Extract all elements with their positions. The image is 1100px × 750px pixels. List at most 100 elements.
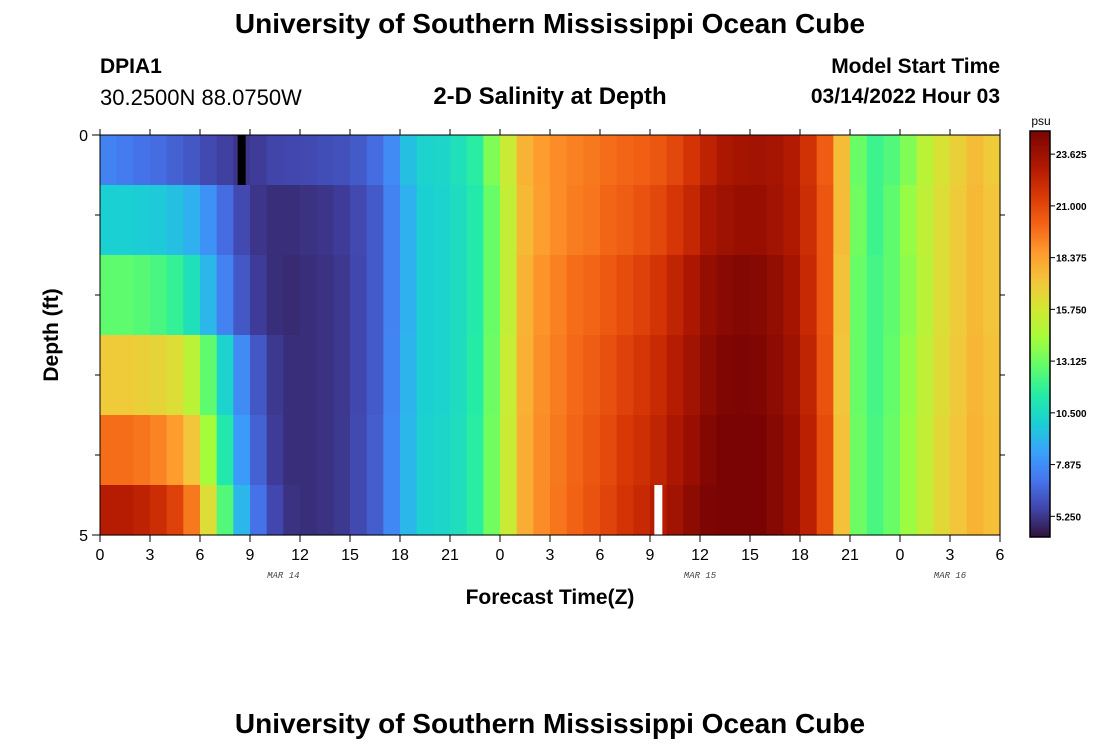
- heatmap-cell: [216, 135, 234, 186]
- x-axis-label: Forecast Time(Z): [466, 586, 635, 609]
- heatmap-cell: [550, 485, 568, 536]
- heatmap-cell: [316, 255, 334, 336]
- heatmap-cell: [133, 335, 151, 416]
- heatmap-cell: [833, 415, 851, 486]
- heatmap-cell: [733, 255, 751, 336]
- colorbar-tick-label: 23.625: [1056, 150, 1087, 161]
- heatmap-cell: [616, 255, 634, 336]
- heatmap-cell: [483, 185, 501, 256]
- heatmap-cell: [133, 415, 151, 486]
- heatmap-cell: [766, 335, 784, 416]
- heatmap-cell: [866, 335, 884, 416]
- heatmap-cell: [183, 255, 201, 336]
- heatmap-cell: [500, 335, 518, 416]
- heatmap-cell: [250, 135, 268, 186]
- heatmap-cell: [250, 255, 268, 336]
- heatmap-cell: [566, 255, 584, 336]
- heatmap-cell: [266, 415, 284, 486]
- heatmap-cell: [500, 415, 518, 486]
- heatmap-cell: [700, 335, 718, 416]
- heatmap-cell: [650, 185, 668, 256]
- heatmap-cell: [866, 485, 884, 536]
- colorbar-tick-label: 21.000: [1056, 202, 1087, 213]
- heatmap-cell: [166, 135, 184, 186]
- heatmap-cell: [166, 485, 184, 536]
- heatmap-cell: [183, 185, 201, 256]
- x-tick-label: 18: [791, 547, 809, 564]
- heatmap-cell: [366, 185, 384, 256]
- heatmap-cell: [866, 185, 884, 256]
- heatmap-cell: [550, 335, 568, 416]
- heatmap-cell: [166, 335, 184, 416]
- heatmap-cell: [233, 185, 251, 256]
- heatmap-cell: [450, 335, 468, 416]
- heatmap-cell: [266, 185, 284, 256]
- heatmap-cell: [966, 185, 984, 256]
- heatmap-cell: [700, 135, 718, 186]
- heatmap-cell: [366, 255, 384, 336]
- heatmap-cell: [200, 135, 218, 186]
- y-tick-label: 0: [79, 128, 88, 145]
- heatmap-cell: [633, 415, 651, 486]
- heatmap-cell: [666, 255, 684, 336]
- heatmap-cell: [800, 335, 818, 416]
- heatmap-cell: [750, 485, 768, 536]
- heatmap-cell: [716, 415, 734, 486]
- heatmap-cell: [300, 135, 318, 186]
- heatmap-cell: [733, 415, 751, 486]
- heatmap-cell: [866, 135, 884, 186]
- heatmap-cell: [133, 255, 151, 336]
- heatmap-cell: [566, 335, 584, 416]
- heatmap-cell: [183, 335, 201, 416]
- heatmap-cell: [366, 485, 384, 536]
- heatmap-cell: [416, 485, 434, 536]
- heatmap-cell: [966, 335, 984, 416]
- heatmap-cell: [800, 255, 818, 336]
- heatmap-cell: [600, 255, 618, 336]
- heatmap-cell: [750, 185, 768, 256]
- heatmap-cell: [400, 335, 418, 416]
- heatmap-cell: [283, 135, 301, 186]
- x-tick-label: 6: [596, 547, 605, 564]
- heatmap-cell: [816, 185, 834, 256]
- heatmap-cell: [750, 335, 768, 416]
- date-label: MAR 14: [267, 571, 299, 581]
- heatmap-cell: [450, 485, 468, 536]
- heatmap-cell: [783, 415, 801, 486]
- plot-title: 2-D Salinity at Depth: [433, 83, 667, 110]
- heatmap-cell: [633, 255, 651, 336]
- heatmap-cell: [500, 185, 518, 256]
- heatmap-cell: [516, 135, 534, 186]
- heatmap-cell: [300, 485, 318, 536]
- heatmap-cell: [166, 415, 184, 486]
- heatmap-cell: [900, 485, 918, 536]
- heatmap-cell: [450, 135, 468, 186]
- heatmap-cell: [783, 135, 801, 186]
- heatmap-cell: [683, 415, 701, 486]
- heatmap-cell: [183, 415, 201, 486]
- x-tick-label: 18: [391, 547, 409, 564]
- colorbar-tick-label: 18.375: [1056, 254, 1087, 265]
- heatmap-cell: [383, 485, 401, 536]
- heatmap-cell: [150, 185, 168, 256]
- heatmap-cell: [150, 335, 168, 416]
- heatmap-cell: [266, 255, 284, 336]
- heatmap-cell: [900, 415, 918, 486]
- heatmap-cell: [116, 185, 134, 256]
- x-tick-label: 6: [196, 547, 205, 564]
- colorbar-gradient: [1029, 130, 1051, 538]
- heatmap-cell: [516, 255, 534, 336]
- y-axis: 05: [79, 128, 1005, 545]
- heatmap-cell: [450, 255, 468, 336]
- heatmap-cell: [883, 185, 901, 256]
- heatmap-cell: [483, 335, 501, 416]
- heatmap-cell: [550, 185, 568, 256]
- heatmap-cell: [633, 185, 651, 256]
- colorbar-tick-label: 10.500: [1056, 409, 1087, 420]
- heatmap-cell: [783, 335, 801, 416]
- heatmap-cell: [916, 135, 934, 186]
- heatmap-cell: [566, 185, 584, 256]
- heatmap-cell: [233, 335, 251, 416]
- heatmap-cell: [650, 335, 668, 416]
